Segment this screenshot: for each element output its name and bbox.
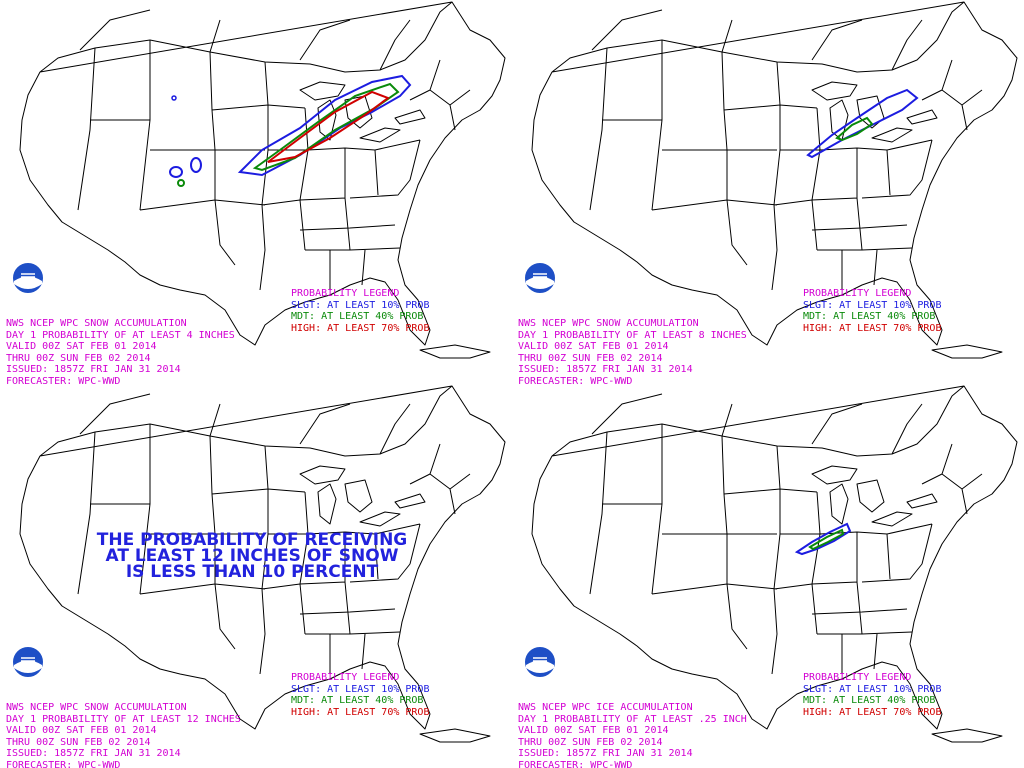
- legend-moderate: MDT: AT LEAST 40% PROB: [803, 311, 936, 322]
- legend-title: PROBABILITY LEGEND: [803, 288, 912, 299]
- panel-snow-4in: NWS NCEP WPC SNOW ACCUMULATION DAY 1 PROB…: [0, 0, 512, 384]
- issued-time: ISSUED: 1857Z FRI JAN 31 2014: [6, 748, 181, 759]
- legend-title: PROBABILITY LEGEND: [803, 672, 912, 683]
- legend-high: HIGH: AT LEAST 70% PROB: [291, 322, 430, 334]
- issued-time: ISSUED: 1857Z FRI JAN 31 2014: [518, 748, 693, 759]
- valid-time: VALID 00Z SAT FEB 01 2014: [6, 725, 157, 736]
- product-info: NWS NCEP WPC ICE ACCUMULATION DAY 1 PROBA…: [518, 702, 747, 768]
- notice-line-2: AT LEAST 12 INCHES OF SNOW: [105, 546, 399, 566]
- product-info: NWS NCEP WPC SNOW ACCUMULATION DAY 1 PROB…: [518, 318, 747, 384]
- map-snow-4in: [19, 1, 506, 359]
- legend-high: HIGH: AT LEAST 70% PROB: [291, 706, 430, 718]
- valid-time: VALID 00Z SAT FEB 01 2014: [518, 725, 669, 736]
- legend-title: PROBABILITY LEGEND: [291, 288, 400, 299]
- probability-legend: PROBABILITY LEGEND SLGT: AT LEAST 10% PRO…: [803, 672, 941, 718]
- noaa-logo-icon: [12, 262, 44, 294]
- legend-slight: SLGT: AT LEAST 10% PROB: [803, 299, 942, 311]
- product-title: NWS NCEP WPC SNOW ACCUMULATION: [6, 318, 187, 329]
- probability-legend: PROBABILITY LEGEND SLGT: AT LEAST 10% PRO…: [291, 672, 429, 718]
- legend-moderate: MDT: AT LEAST 40% PROB: [291, 311, 424, 322]
- forecaster: FORECASTER: WPC-WWD: [518, 759, 633, 768]
- noaa-logo-icon: [524, 646, 556, 678]
- forecaster: FORECASTER: WPC-WWD: [518, 375, 633, 385]
- issued-time: ISSUED: 1857Z FRI JAN 31 2014: [518, 364, 693, 375]
- thru-time: THRU 00Z SUN FEB 02 2014: [6, 352, 151, 364]
- legend-high: HIGH: AT LEAST 70% PROB: [803, 706, 942, 718]
- legend-title: PROBABILITY LEGEND: [291, 672, 400, 683]
- threshold-text: DAY 1 PROBABILITY OF AT LEAST .25 INCH: [518, 713, 747, 725]
- map-snow-8in: [531, 1, 1018, 359]
- notice-line-1: THE PROBABILITY OF RECEIVING: [96, 530, 408, 550]
- threshold-text: DAY 1 PROBABILITY OF AT LEAST 8 INCHES: [518, 329, 747, 341]
- valid-time: VALID 00Z SAT FEB 01 2014: [518, 341, 669, 352]
- probability-legend: PROBABILITY LEGEND SLGT: AT LEAST 10% PRO…: [291, 288, 429, 334]
- panel-snow-8in: NWS NCEP WPC SNOW ACCUMULATION DAY 1 PROB…: [512, 0, 1024, 384]
- forecaster: FORECASTER: WPC-WWD: [6, 375, 121, 385]
- legend-slight: SLGT: AT LEAST 10% PROB: [291, 683, 430, 695]
- map-ice-025in: [531, 385, 1018, 743]
- issued-time: ISSUED: 1857Z FRI JAN 31 2014: [6, 364, 181, 375]
- product-title: NWS NCEP WPC SNOW ACCUMULATION: [6, 702, 187, 713]
- noaa-logo-icon: [524, 262, 556, 294]
- product-info: NWS NCEP WPC SNOW ACCUMULATION DAY 1 PROB…: [6, 702, 241, 768]
- legend-slight: SLGT: AT LEAST 10% PROB: [803, 683, 942, 695]
- product-info: NWS NCEP WPC SNOW ACCUMULATION DAY 1 PROB…: [6, 318, 235, 384]
- low-probability-notice: THE PROBABILITY OF RECEIVING AT LEAST 12 …: [92, 530, 412, 582]
- notice-line-3: IS LESS THAN 10 PERCENT: [125, 562, 379, 582]
- noaa-logo-icon: [12, 646, 44, 678]
- forecaster: FORECASTER: WPC-WWD: [6, 759, 121, 768]
- legend-moderate: MDT: AT LEAST 40% PROB: [803, 695, 936, 706]
- thru-time: THRU 00Z SUN FEB 02 2014: [518, 352, 663, 364]
- product-title: NWS NCEP WPC ICE ACCUMULATION: [518, 702, 693, 713]
- probability-legend: PROBABILITY LEGEND SLGT: AT LEAST 10% PRO…: [803, 288, 941, 334]
- thru-time: THRU 00Z SUN FEB 02 2014: [6, 736, 151, 748]
- product-title: NWS NCEP WPC SNOW ACCUMULATION: [518, 318, 699, 329]
- legend-slight: SLGT: AT LEAST 10% PROB: [291, 299, 430, 311]
- thru-time: THRU 00Z SUN FEB 02 2014: [518, 736, 663, 748]
- threshold-text: DAY 1 PROBABILITY OF AT LEAST 4 INCHES: [6, 329, 235, 341]
- legend-high: HIGH: AT LEAST 70% PROB: [803, 322, 942, 334]
- panel-ice-025in: NWS NCEP WPC ICE ACCUMULATION DAY 1 PROBA…: [512, 384, 1024, 768]
- valid-time: VALID 00Z SAT FEB 01 2014: [6, 341, 157, 352]
- panel-snow-12in: THE PROBABILITY OF RECEIVING AT LEAST 12 …: [0, 384, 512, 768]
- legend-moderate: MDT: AT LEAST 40% PROB: [291, 695, 424, 706]
- threshold-text: DAY 1 PROBABILITY OF AT LEAST 12 INCHES: [6, 713, 241, 725]
